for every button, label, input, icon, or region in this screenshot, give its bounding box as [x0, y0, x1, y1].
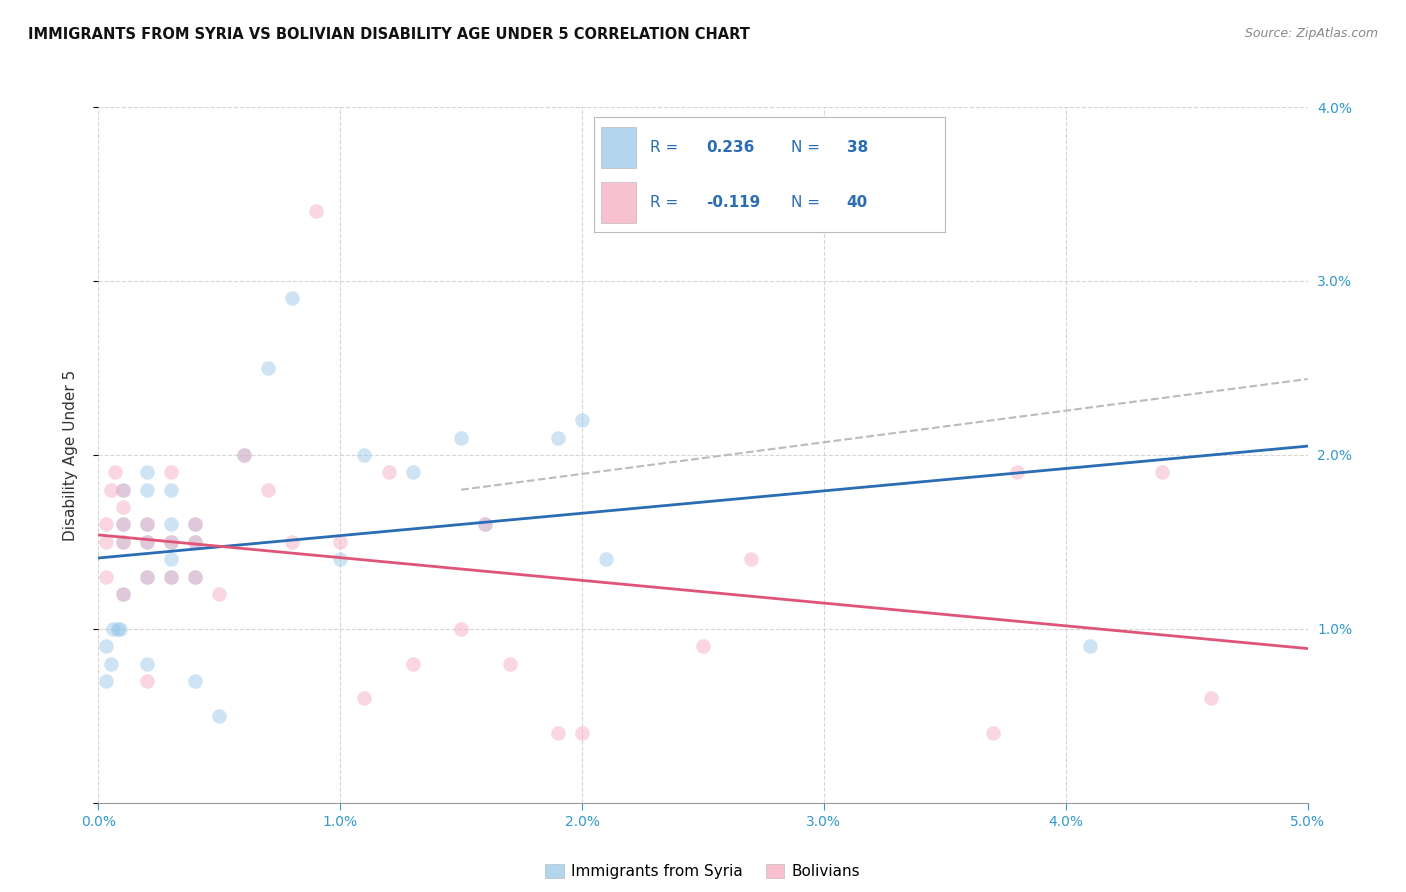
Point — [135, 674, 157, 689]
Point — [329, 535, 352, 549]
Point — [281, 535, 304, 549]
Point — [329, 552, 352, 566]
Point — [135, 535, 157, 549]
Point — [160, 535, 183, 549]
Point — [305, 204, 328, 219]
Point — [135, 657, 157, 671]
Point — [256, 483, 278, 497]
Point — [104, 466, 127, 480]
Text: IMMIGRANTS FROM SYRIA VS BOLIVIAN DISABILITY AGE UNDER 5 CORRELATION CHART: IMMIGRANTS FROM SYRIA VS BOLIVIAN DISABI… — [28, 27, 749, 42]
Point — [184, 535, 207, 549]
Point — [135, 517, 157, 532]
Point — [111, 483, 134, 497]
Point — [100, 657, 122, 671]
Point — [571, 726, 593, 740]
Point — [135, 466, 157, 480]
Point — [111, 517, 134, 532]
Point — [135, 570, 157, 584]
Point — [184, 517, 207, 532]
Point — [353, 691, 375, 706]
Point — [571, 413, 593, 427]
Point — [111, 535, 134, 549]
Point — [377, 466, 399, 480]
Point — [547, 726, 569, 740]
Point — [184, 570, 207, 584]
Point — [402, 466, 425, 480]
Point — [160, 570, 183, 584]
Point — [107, 622, 129, 636]
Point — [184, 517, 207, 532]
Point — [184, 535, 207, 549]
Point — [740, 552, 762, 566]
Point — [160, 466, 183, 480]
Point — [135, 535, 157, 549]
Point — [184, 570, 207, 584]
Point — [232, 448, 254, 462]
Point — [208, 708, 231, 723]
Point — [1152, 466, 1174, 480]
Point — [111, 500, 134, 514]
Point — [595, 552, 617, 566]
Point — [160, 535, 183, 549]
Point — [111, 483, 134, 497]
Y-axis label: Disability Age Under 5: Disability Age Under 5 — [63, 369, 77, 541]
Point — [402, 657, 425, 671]
Point — [353, 448, 375, 462]
Point — [547, 431, 569, 445]
Legend: Immigrants from Syria, Bolivians: Immigrants from Syria, Bolivians — [540, 858, 866, 886]
Point — [184, 674, 207, 689]
Point — [450, 431, 472, 445]
Point — [160, 517, 183, 532]
Point — [135, 570, 157, 584]
Point — [100, 483, 122, 497]
Point — [160, 483, 183, 497]
Point — [160, 552, 183, 566]
Point — [981, 726, 1004, 740]
Point — [1078, 639, 1101, 653]
Point — [256, 360, 278, 375]
Point — [101, 622, 124, 636]
Point — [474, 517, 496, 532]
Point — [111, 587, 134, 601]
Point — [94, 639, 117, 653]
Point — [111, 535, 134, 549]
Point — [135, 517, 157, 532]
Point — [94, 674, 117, 689]
Point — [111, 517, 134, 532]
Point — [1007, 466, 1029, 480]
Point — [160, 570, 183, 584]
Point — [474, 517, 496, 532]
Point — [1199, 691, 1222, 706]
Point — [108, 622, 131, 636]
Point — [208, 587, 231, 601]
Point — [281, 291, 304, 305]
Point — [94, 570, 117, 584]
Point — [111, 587, 134, 601]
Point — [450, 622, 472, 636]
Point — [135, 483, 157, 497]
Point — [498, 657, 520, 671]
Point — [692, 639, 714, 653]
Point — [232, 448, 254, 462]
Point — [94, 517, 117, 532]
Text: Source: ZipAtlas.com: Source: ZipAtlas.com — [1244, 27, 1378, 40]
Point — [94, 535, 117, 549]
